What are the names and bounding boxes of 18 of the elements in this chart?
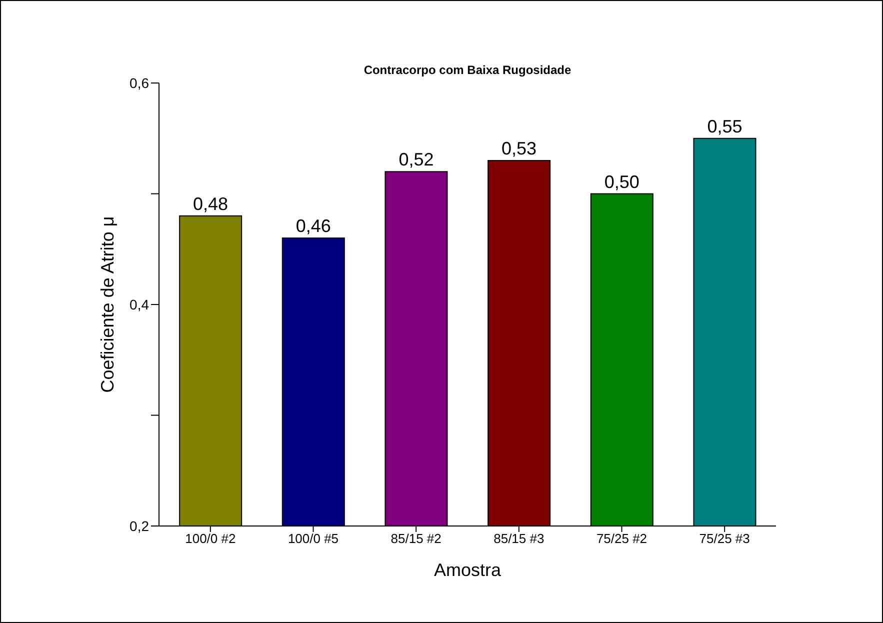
- data-label: 0,55: [707, 116, 742, 136]
- x-tick-label: 100/0 #5: [288, 531, 339, 546]
- x-tick-label: 75/25 #2: [596, 531, 648, 546]
- data-label: 0,53: [502, 138, 537, 159]
- data-label: 0,46: [296, 216, 331, 236]
- data-label: 0,50: [604, 172, 640, 192]
- x-tick-label: 85/15 #2: [390, 531, 442, 546]
- chart-title: Contracorpo com Baixa Rugosidade: [362, 63, 572, 77]
- x-tick-label: 85/15 #3: [494, 531, 544, 546]
- x-tick-label: 100/0 #2: [185, 531, 236, 546]
- data-label: 0,52: [398, 150, 434, 170]
- y-tick-label: 0,4: [130, 296, 150, 312]
- data-label: 0,48: [193, 194, 228, 214]
- y-tick-label: 0,6: [130, 74, 150, 91]
- x-axis-title: Amostra: [434, 560, 502, 580]
- y-tick-label: 0,2: [130, 518, 150, 534]
- y-axis-title: Coeficiente de Atrito μ: [97, 216, 118, 393]
- x-tick-label: 75/25 #3: [699, 531, 750, 546]
